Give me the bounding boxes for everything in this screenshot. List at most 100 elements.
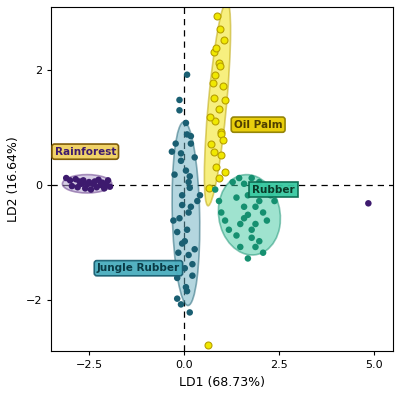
Point [188, 141, 194, 147]
Point [275, 188, 282, 195]
Point [212, 72, 218, 78]
Point [99, 179, 106, 186]
Point [90, 181, 96, 187]
Point [221, 37, 227, 44]
Point [230, 179, 236, 185]
Point [210, 148, 217, 155]
Point [248, 227, 255, 233]
Point [206, 185, 212, 191]
Point [72, 176, 79, 183]
Point [174, 295, 180, 302]
Point [184, 72, 190, 78]
Point [260, 209, 266, 216]
Point [94, 184, 100, 190]
Point [186, 309, 193, 316]
Text: Oil Palm: Oil Palm [234, 120, 282, 129]
Point [171, 171, 178, 178]
Point [184, 131, 190, 137]
Point [78, 181, 85, 187]
Point [241, 215, 247, 221]
Point [268, 192, 274, 198]
Point [237, 244, 244, 250]
Point [256, 198, 262, 204]
Ellipse shape [62, 175, 112, 193]
Point [82, 185, 88, 192]
Point [86, 179, 92, 185]
Point [218, 209, 224, 216]
Point [248, 234, 255, 241]
Point [256, 179, 262, 185]
Point [241, 204, 247, 210]
Point [97, 182, 104, 188]
Y-axis label: LD2 (16.64%): LD2 (16.64%) [7, 136, 20, 222]
Point [84, 181, 90, 188]
Point [216, 106, 222, 112]
Point [186, 173, 193, 179]
Point [218, 152, 224, 158]
Point [241, 181, 247, 187]
Point [217, 26, 223, 32]
Point [183, 168, 189, 174]
Point [248, 175, 255, 181]
Point [184, 227, 190, 233]
Point [178, 150, 184, 156]
Point [213, 45, 220, 51]
Point [103, 181, 109, 187]
Point [222, 217, 228, 224]
Point [170, 217, 176, 224]
Point [192, 246, 198, 252]
Point [194, 198, 200, 204]
Point [182, 265, 188, 271]
Point [216, 60, 222, 67]
Point [216, 198, 222, 204]
Point [218, 129, 224, 135]
Text: Rubber: Rubber [252, 185, 295, 194]
Point [88, 187, 94, 193]
Point [210, 49, 217, 55]
X-axis label: LD1 (68.73%): LD1 (68.73%) [179, 376, 265, 389]
Point [256, 238, 262, 244]
Point [271, 198, 278, 204]
Point [208, 141, 215, 147]
Point [175, 249, 182, 256]
Point [226, 227, 232, 233]
Point [101, 185, 108, 192]
Point [67, 177, 73, 183]
Text: Jungle Rubber: Jungle Rubber [97, 263, 180, 273]
Point [264, 187, 270, 193]
Point [233, 194, 240, 201]
Point [188, 204, 194, 210]
Point [178, 301, 184, 308]
Point [192, 154, 198, 160]
Point [179, 202, 185, 208]
Point [183, 284, 189, 290]
Point [217, 62, 223, 69]
Point [207, 114, 213, 120]
Point [176, 107, 183, 114]
Point [222, 97, 228, 103]
Point [209, 80, 216, 86]
Point [220, 137, 226, 143]
Point [214, 12, 221, 19]
Point [183, 120, 189, 126]
Point [212, 187, 218, 193]
Text: Rainforest: Rainforest [54, 147, 116, 157]
Point [179, 192, 185, 198]
Point [212, 118, 218, 124]
Point [365, 200, 372, 206]
Point [169, 148, 175, 155]
Point [189, 272, 196, 279]
Point [107, 183, 113, 190]
Point [213, 164, 220, 170]
Point [74, 184, 81, 190]
Point [185, 179, 192, 185]
Point [264, 217, 270, 224]
Point [76, 178, 83, 185]
Point [182, 238, 188, 244]
Point [204, 341, 211, 348]
Ellipse shape [218, 175, 280, 255]
Point [174, 275, 180, 281]
Point [252, 204, 259, 210]
Point [176, 215, 183, 221]
Point [92, 178, 98, 185]
